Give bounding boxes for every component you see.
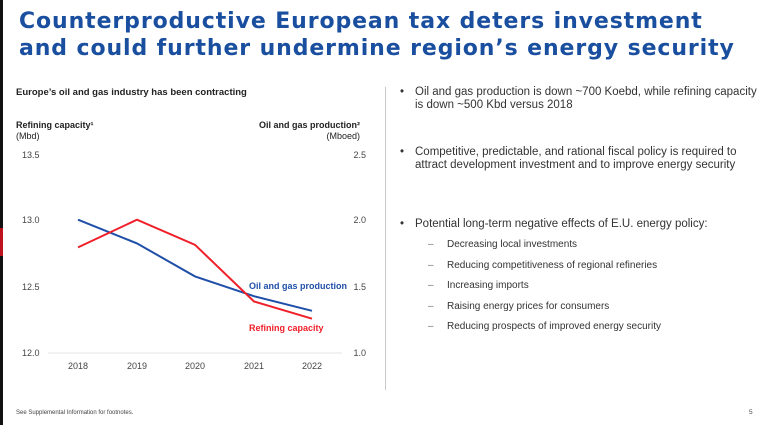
bullet-text: Potential long-term negative effects of … — [415, 218, 708, 230]
left-axis-header: Refining capacity¹ (Mbd) — [16, 120, 94, 142]
bullet-dot-icon: • — [400, 146, 405, 158]
sub-bullet-item: – Raising energy prices for consumers — [428, 301, 661, 322]
x-tick: 2020 — [184, 361, 206, 371]
right-axis-header: Oil and gas production² (Mboed) — [259, 120, 360, 142]
footnote: See Supplemental Information for footnot… — [16, 410, 134, 416]
dash-icon: – — [428, 239, 434, 250]
bullet-text: Competitive, predictable, and rational f… — [415, 146, 737, 171]
left-axis-label: Refining capacity¹ — [16, 120, 94, 130]
bullet-item: • Potential long-term negative effects o… — [400, 218, 708, 231]
sub-bullet-text: Decreasing local investments — [447, 239, 578, 250]
sub-bullet-list: – Decreasing local investments – Reducin… — [428, 239, 661, 342]
series-line-oil-gas-production — [77, 218, 313, 312]
right-axis-label: Oil and gas production² — [259, 120, 360, 130]
left-tick: 13.5 — [22, 150, 40, 160]
sub-bullet-text: Reducing prospects of improved energy se… — [447, 321, 661, 332]
sub-bullet-text: Increasing imports — [447, 280, 529, 291]
column-divider — [385, 87, 386, 390]
sub-bullet-item: – Reducing competitiveness of regional r… — [428, 260, 661, 281]
bullet-text: Oil and gas production is down ~700 Koeb… — [415, 86, 757, 111]
bullet-dot-icon: • — [400, 218, 405, 230]
left-tick: 12.0 — [22, 348, 40, 358]
dash-icon: – — [428, 259, 434, 271]
left-tick: 12.5 — [22, 282, 40, 292]
dash-icon: – — [428, 300, 434, 312]
x-tick: 2019 — [126, 361, 148, 371]
left-axis-unit: (Mbd) — [16, 131, 40, 141]
sub-bullet-item: – Increasing imports — [428, 280, 661, 301]
sub-bullet-text: Raising energy prices for consumers — [447, 300, 610, 312]
slide-title: Counterproductive European tax deters in… — [19, 9, 735, 61]
x-tick: 2018 — [67, 361, 89, 371]
series-label-oil-gas-production: Oil and gas production — [249, 281, 347, 291]
right-tick: 2.5 — [353, 150, 366, 160]
sub-bullet-item: – Reducing prospects of improved energy … — [428, 321, 661, 342]
dash-icon: – — [428, 280, 434, 291]
slide-edge-accent — [0, 228, 3, 256]
slide-edge — [0, 0, 3, 425]
right-axis-unit: (Mboed) — [326, 131, 360, 141]
bullet-item: • Oil and gas production is down ~700 Ko… — [400, 86, 760, 112]
chart-title: Europe’s oil and gas industry has been c… — [16, 87, 247, 98]
series-label-refining-capacity: Refining capacity — [249, 323, 324, 333]
dash-icon: – — [428, 321, 434, 332]
x-tick: 2021 — [243, 361, 265, 371]
sub-bullet-item: – Decreasing local investments — [428, 239, 661, 260]
bullet-item: • Competitive, predictable, and rational… — [400, 146, 760, 172]
series-line-refining-capacity — [77, 218, 313, 320]
sub-bullet-text: Reducing competitiveness of regional ref… — [447, 259, 658, 271]
bullet-dot-icon: • — [400, 86, 405, 98]
x-tick: 2022 — [301, 361, 323, 371]
page-number: 5 — [749, 409, 753, 416]
right-tick: 1.0 — [353, 348, 366, 358]
right-tick: 2.0 — [353, 215, 366, 225]
right-tick: 1.5 — [353, 282, 366, 292]
left-tick: 13.0 — [22, 215, 40, 225]
